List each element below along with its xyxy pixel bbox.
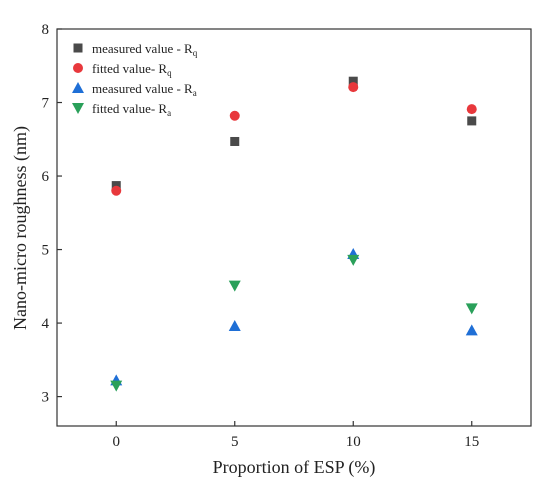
data-point-series-4 bbox=[228, 280, 241, 292]
axis-ticks: 0 5 10 15 3 4 5 6 7 8 bbox=[42, 22, 480, 450]
data-point-series-2 bbox=[466, 104, 477, 115]
data-point-series-1 bbox=[348, 76, 358, 86]
legend-label-3: measured value - Ra bbox=[92, 81, 197, 98]
data-point-series-3 bbox=[465, 324, 478, 336]
y-tick-label: 8 bbox=[42, 22, 50, 38]
x-tick-label: 10 bbox=[346, 434, 361, 450]
legend: measured value - Rq fitted value- Rq measu… bbox=[72, 41, 198, 118]
y-tick-label: 4 bbox=[42, 316, 50, 332]
data-point-series-4 bbox=[465, 303, 478, 315]
legend-label-4: fitted value- Ra bbox=[92, 101, 171, 118]
plot-frame bbox=[56, 28, 532, 427]
y-tick-label: 7 bbox=[42, 96, 50, 112]
data-point-series-1 bbox=[111, 181, 121, 191]
data-point-series-1 bbox=[230, 136, 240, 146]
legend-marker-1 bbox=[73, 43, 83, 53]
x-tick-label: 5 bbox=[231, 434, 239, 450]
data-point-series-1 bbox=[467, 116, 477, 126]
x-tick-label: 0 bbox=[113, 434, 121, 450]
data-point-series-4 bbox=[110, 380, 123, 392]
data-point-series-4 bbox=[347, 254, 360, 266]
legend-marker-3 bbox=[72, 82, 84, 93]
data-points bbox=[110, 76, 478, 392]
y-tick-label: 5 bbox=[42, 243, 50, 259]
legend-marker-2 bbox=[73, 63, 83, 73]
legend-marker-4 bbox=[72, 103, 84, 114]
y-tick-label: 6 bbox=[42, 169, 50, 185]
data-point-series-2 bbox=[348, 82, 359, 93]
x-tick-label: 15 bbox=[464, 434, 479, 450]
y-axis-label: Nano-micro roughness (nm) bbox=[10, 126, 31, 330]
legend-label-2: fitted value- Rq bbox=[92, 61, 172, 78]
x-axis-label: Proportion of ESP (%) bbox=[213, 457, 376, 478]
y-tick-label: 3 bbox=[42, 390, 50, 406]
data-point-series-3 bbox=[228, 320, 241, 332]
data-point-series-2 bbox=[229, 110, 240, 121]
data-point-series-2 bbox=[111, 185, 122, 196]
legend-label-1: measured value - Rq bbox=[92, 41, 198, 58]
